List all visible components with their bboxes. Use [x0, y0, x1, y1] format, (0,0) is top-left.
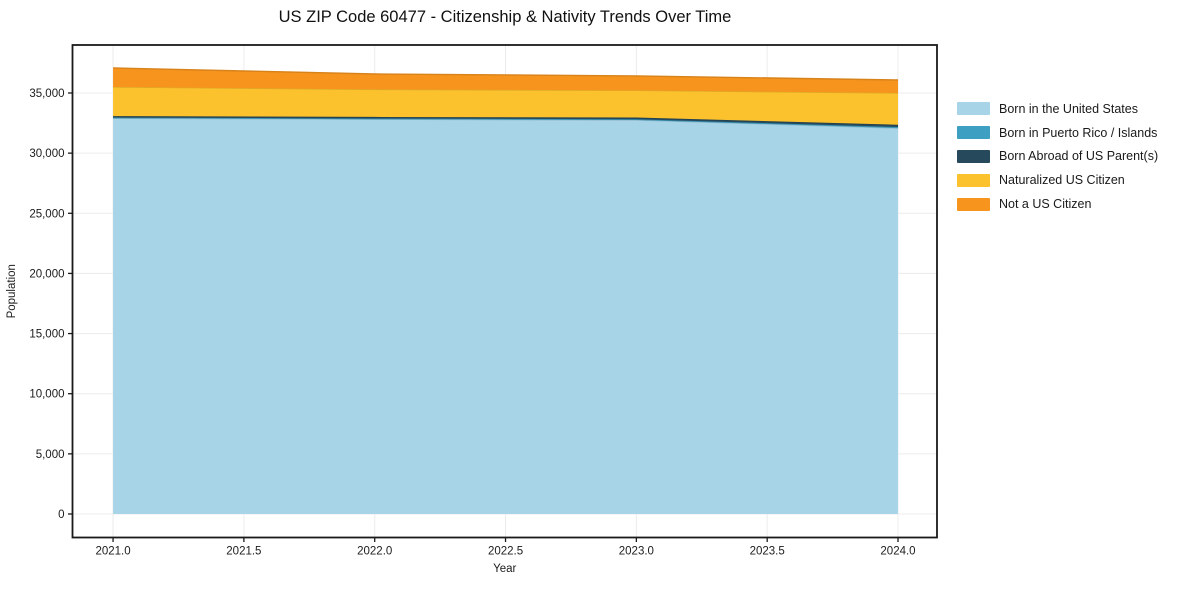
legend-label: Not a US Citizen: [999, 197, 1092, 212]
legend-swatch: [957, 126, 990, 140]
area-band-edge-4: [113, 67, 899, 81]
y-tick-label: 30,000: [29, 148, 64, 160]
area-band-2: [113, 116, 899, 128]
area-band-edge-0: [113, 117, 899, 129]
legend-swatch: [957, 173, 990, 187]
legend-item-1: Born in Puerto Rico / Islands: [957, 124, 1158, 142]
plot-border: [71, 44, 938, 539]
y-tick-label: 5,000: [36, 449, 65, 461]
y-tick-label: 20,000: [29, 268, 64, 280]
axis-ticks: 2021.0 2021.5 2022.0 2022.5 2023.0 2023.5 2024…: [29, 88, 915, 558]
legend: Born in the United States Born in Puerto …: [957, 100, 1158, 213]
legend-swatch: [957, 149, 990, 163]
x-tick-label: 2022.0: [357, 546, 392, 558]
x-tick-label: 2023.0: [619, 546, 654, 558]
y-axis-label: Population: [6, 264, 18, 318]
x-tick-label: 2022.5: [488, 546, 523, 558]
legend-item-0: Born in the United States: [957, 100, 1158, 118]
legend-label: Born in Puerto Rico / Islands: [999, 125, 1158, 140]
legend-item-4: Not a US Citizen: [957, 195, 1158, 213]
legend-item-2: Born Abroad of US Parent(s): [957, 148, 1158, 166]
area-band-3: [113, 86, 899, 125]
area-band-4: [113, 67, 899, 93]
y-tick-label: 10,000: [29, 389, 64, 401]
chart-title: US ZIP Code 60477 - Citizenship & Nativi…: [278, 8, 732, 26]
y-tick-label: 15,000: [29, 329, 64, 341]
legend-label: Naturalized US Citizen: [999, 173, 1125, 188]
legend-swatch: [957, 197, 990, 211]
legend-item-3: Naturalized US Citizen: [957, 171, 1158, 189]
y-tick-label: 35,000: [29, 88, 64, 100]
y-tick-label: 25,000: [29, 208, 64, 220]
area-band-0: [113, 118, 899, 514]
legend-swatch: [957, 102, 990, 116]
legend-label: Born Abroad of US Parent(s): [999, 149, 1159, 164]
x-tick-label: 2021.5: [226, 546, 261, 558]
x-tick-label: 2021.0: [95, 546, 130, 558]
x-tick-label: 2024.0: [880, 546, 915, 558]
x-tick-label: 2023.5: [750, 546, 785, 558]
y-tick-label: 0: [58, 509, 64, 521]
x-axis-label: Year: [493, 563, 516, 575]
area-series-group: [113, 67, 899, 514]
legend-label: Born in the United States: [999, 101, 1138, 116]
